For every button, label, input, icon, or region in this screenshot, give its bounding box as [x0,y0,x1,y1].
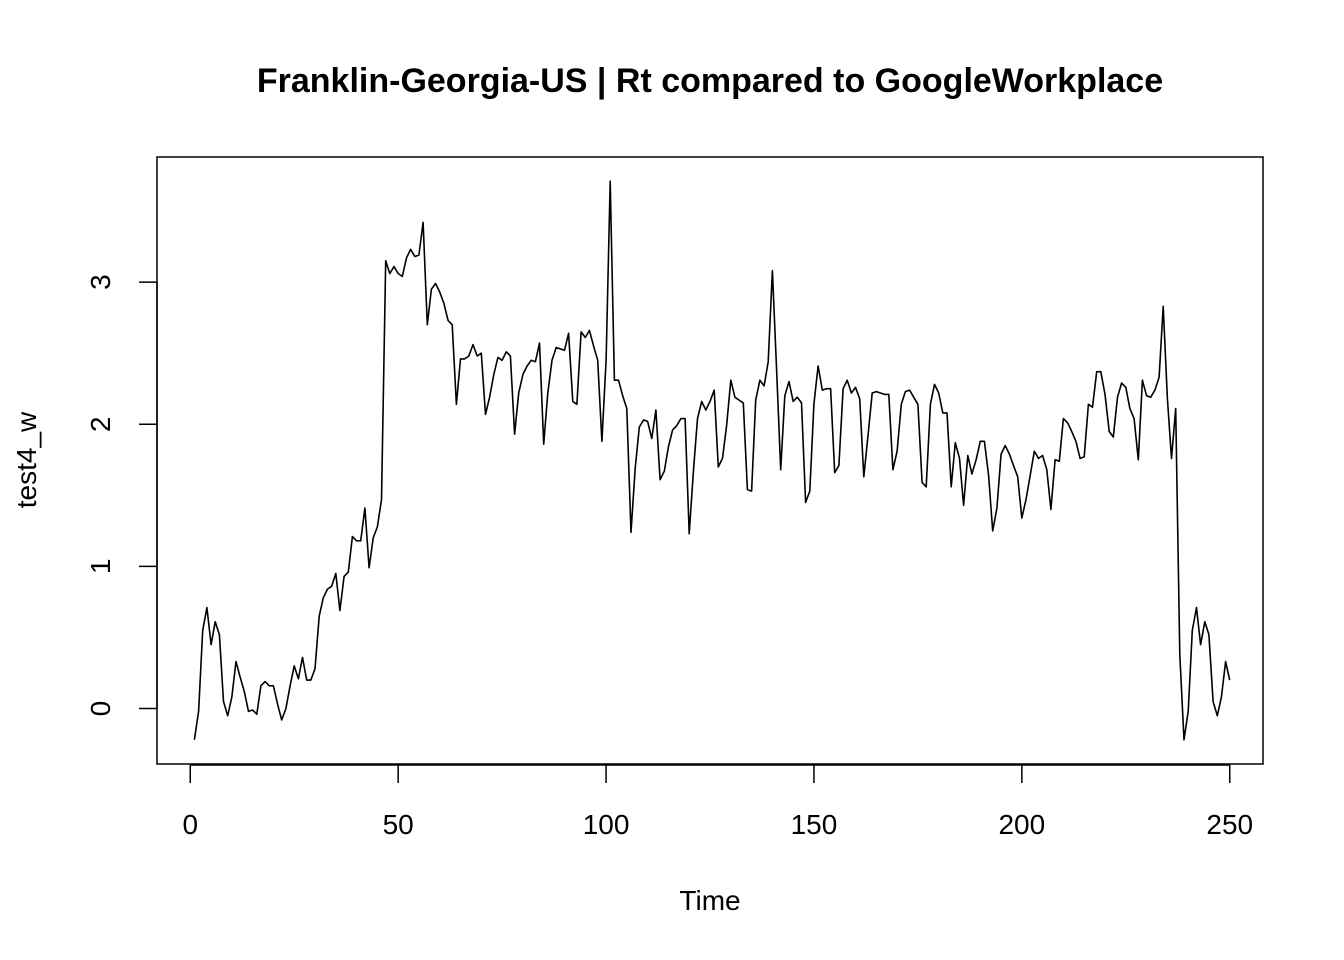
x-axis: 0 50 100 150 200 250 [182,764,1253,840]
chart-title: Franklin-Georgia-US | Rt compared to Goo… [257,62,1163,100]
plot-frame [156,156,1264,765]
y-tick-label: 1 [85,559,116,575]
y-axis-label: test4_w [11,411,42,508]
x-tick-label: 0 [182,809,198,840]
y-tick-label: 2 [85,417,116,433]
x-axis-label: Time [679,885,740,916]
y-tick-label: 3 [85,274,116,290]
series-line [193,180,1231,741]
x-tick-label: 250 [1206,809,1253,840]
x-tick-label: 200 [998,809,1045,840]
x-tick-label: 150 [791,809,838,840]
x-tick-label: 50 [383,809,414,840]
x-tick-label: 100 [583,809,630,840]
y-axis: 0 1 2 3 [85,274,158,717]
y-tick-label: 0 [85,701,116,717]
